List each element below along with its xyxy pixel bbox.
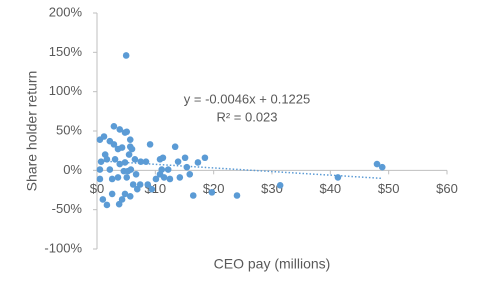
point (174, 158, 182, 165)
point (123, 174, 131, 181)
point (122, 52, 130, 59)
trendline-equation: y = -0.0046x + 0.1225 (184, 91, 310, 106)
point (183, 163, 191, 171)
point (194, 159, 202, 166)
point (126, 192, 134, 200)
point (133, 185, 141, 193)
y-tick-label: 100% (49, 83, 83, 98)
point (142, 158, 150, 165)
x-tick-label: $20 (203, 181, 225, 196)
point (99, 196, 107, 203)
point (100, 133, 108, 140)
point (146, 141, 154, 148)
x-tick-label: $60 (436, 181, 458, 196)
point (124, 167, 132, 175)
point (126, 136, 134, 143)
point (148, 185, 156, 193)
y-tick-label: -100% (44, 240, 82, 255)
point (96, 175, 104, 183)
point (116, 126, 124, 133)
point (132, 170, 140, 178)
point (171, 143, 179, 151)
point (186, 170, 194, 178)
point (131, 156, 139, 163)
y-tick-label: -50% (52, 201, 83, 216)
point (121, 190, 129, 198)
y-tick-label: 200% (49, 4, 83, 19)
point (96, 166, 104, 173)
point (176, 174, 184, 181)
point (110, 122, 118, 130)
point (129, 181, 137, 188)
point (125, 151, 133, 158)
x-tick-label: $0 (90, 181, 104, 196)
point (201, 154, 209, 162)
point (160, 174, 168, 181)
point (103, 156, 111, 163)
x-tick-label: $40 (319, 181, 341, 196)
point (164, 166, 172, 173)
point (144, 181, 152, 188)
point (114, 145, 122, 153)
point (378, 163, 386, 171)
point (189, 192, 197, 199)
point (334, 174, 342, 181)
point (128, 145, 136, 153)
point (118, 196, 126, 203)
point (152, 175, 160, 183)
point (276, 181, 284, 189)
point (106, 166, 114, 173)
point (208, 189, 216, 196)
point (108, 190, 116, 198)
y-tick-label: 50% (56, 122, 82, 137)
point (123, 128, 131, 136)
point (136, 181, 144, 188)
point (373, 160, 381, 168)
r-squared: R² = 0.023 (216, 109, 277, 124)
point (114, 174, 122, 181)
point (159, 154, 167, 162)
point (166, 175, 174, 183)
point (233, 192, 241, 199)
point (181, 154, 189, 162)
y-tick-label: 150% (49, 44, 83, 59)
point (110, 141, 118, 148)
y-axis-title: Share holder return (24, 71, 40, 192)
x-tick-label: $50 (378, 181, 400, 196)
point (103, 201, 111, 209)
trendline (99, 160, 383, 180)
x-axis-title: CEO pay (millions) (214, 256, 331, 272)
y-tick-label: 0% (63, 162, 82, 177)
point (108, 175, 116, 183)
point (111, 156, 119, 163)
point (115, 200, 123, 208)
